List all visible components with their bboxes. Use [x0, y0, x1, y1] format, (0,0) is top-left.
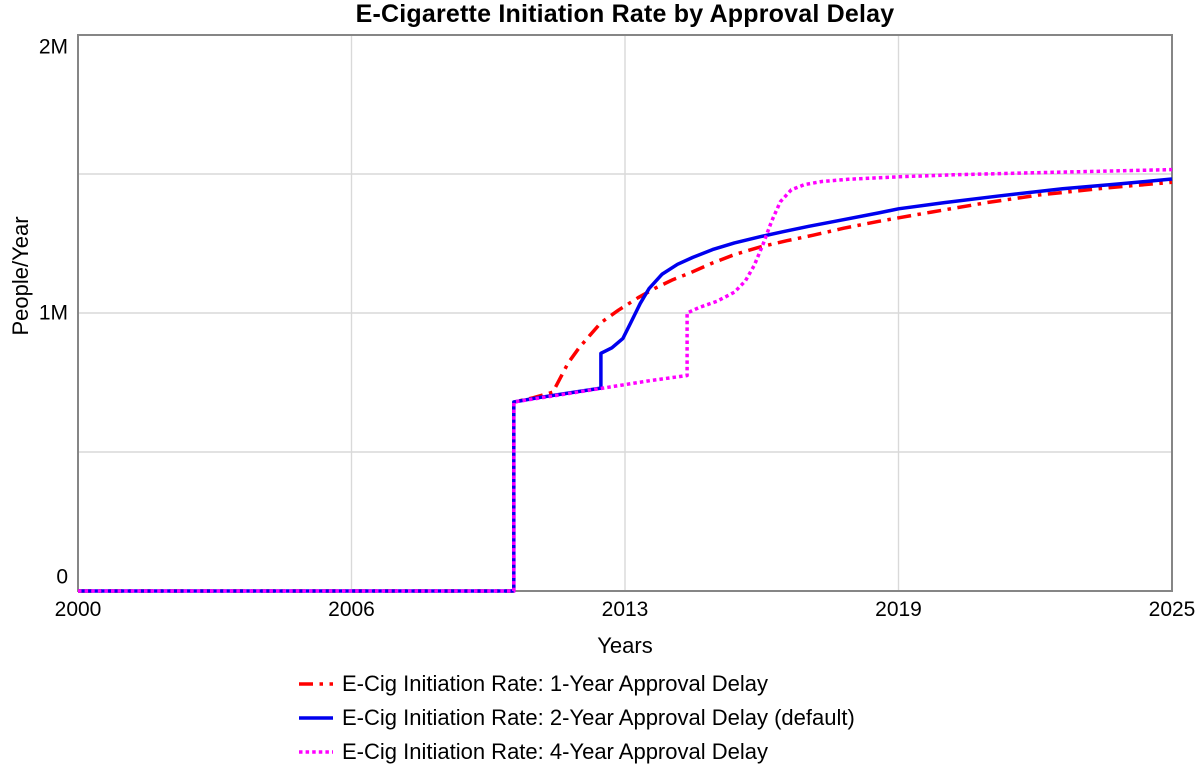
x-axis-label: Years [597, 633, 653, 658]
legend-label: E-Cig Initiation Rate: 1-Year Approval D… [342, 671, 768, 696]
legend-label: E-Cig Initiation Rate: 2-Year Approval D… [342, 705, 855, 730]
chart-title: E-Cigarette Initiation Rate by Approval … [355, 0, 895, 28]
series-1-year-delay-line [78, 180, 1173, 593]
legend-item-2-year-delay: E-Cig Initiation Rate: 2-Year Approval D… [298, 701, 855, 735]
plot-border [77, 34, 1173, 592]
legend-label: E-Cig Initiation Rate: 4-Year Approval D… [342, 739, 768, 764]
legend-item-1-year-delay: E-Cig Initiation Rate: 1-Year Approval D… [298, 667, 855, 701]
dash-dot-line-swatch-icon [299, 682, 333, 686]
y-tick-label: 2M [38, 35, 68, 59]
legend: E-Cig Initiation Rate: 1-Year Approval D… [298, 667, 855, 768]
series-4-year-delay-line [78, 167, 1173, 593]
x-tick-label: 2025 [1148, 598, 1196, 621]
x-tick-label: 2000 [54, 598, 102, 621]
x-tick-label: 2013 [601, 598, 649, 621]
y-axis-label: People/Year [8, 216, 33, 336]
y-tick-label: 1M [38, 301, 68, 325]
y-tick-label: 0 [56, 565, 68, 589]
x-tick-label: 2019 [875, 598, 922, 621]
solid-line-swatch-icon [299, 716, 333, 720]
dotted-line-swatch-icon [299, 750, 333, 754]
x-tick-label: 2006 [328, 598, 375, 621]
legend-item-4-year-delay: E-Cig Initiation Rate: 4-Year Approval D… [298, 735, 855, 768]
